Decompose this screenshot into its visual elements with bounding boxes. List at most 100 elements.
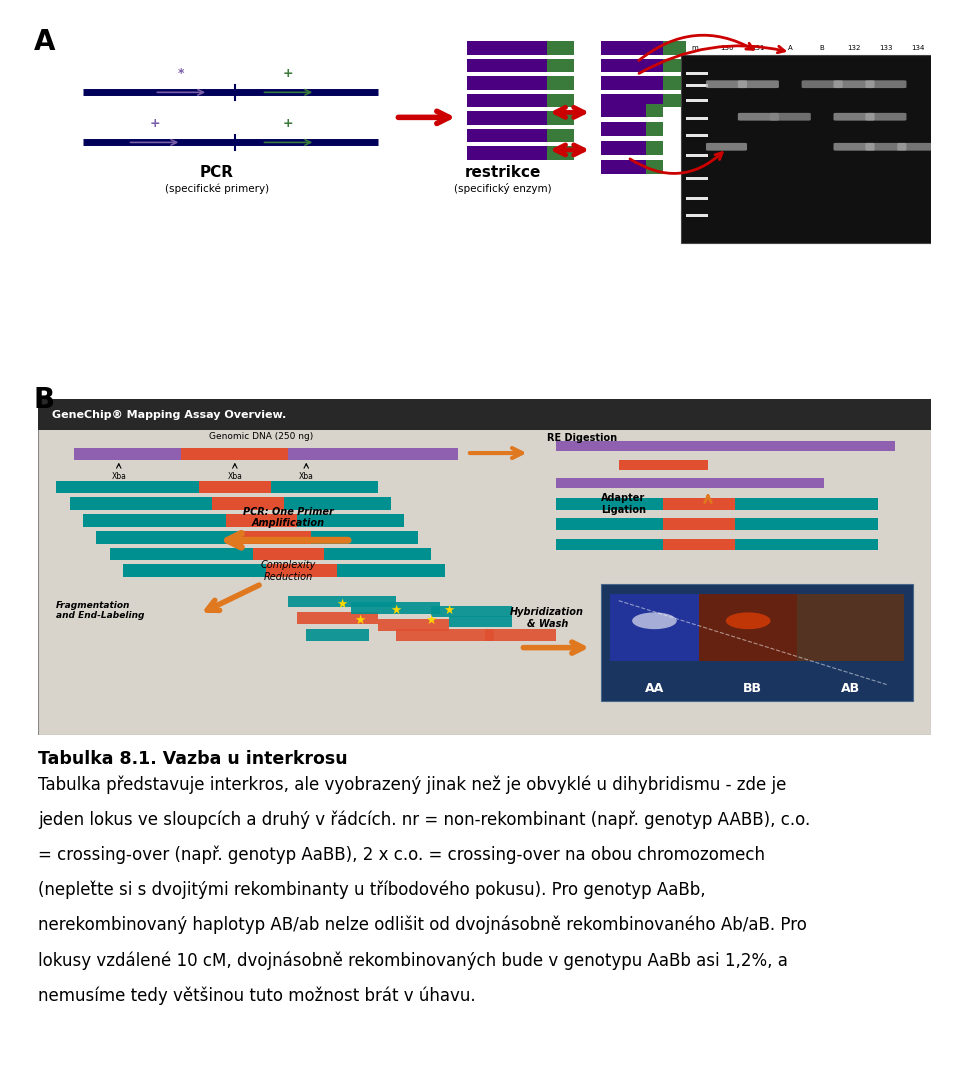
- Text: Xba: Xba: [299, 472, 314, 480]
- Bar: [645, 160, 663, 174]
- Text: B: B: [34, 386, 55, 413]
- Bar: [798, 594, 904, 661]
- Bar: [556, 441, 896, 452]
- FancyBboxPatch shape: [770, 113, 811, 120]
- Text: Genomic DNA (250 ng): Genomic DNA (250 ng): [209, 432, 314, 441]
- FancyBboxPatch shape: [833, 113, 875, 120]
- Text: Xba: Xba: [111, 472, 126, 480]
- Bar: [338, 564, 444, 577]
- Bar: [547, 146, 574, 160]
- Bar: [547, 94, 574, 108]
- Bar: [601, 584, 913, 702]
- Bar: [685, 177, 708, 180]
- Text: lokusy vzdálené 10 cM, dvojnásobně rekombinovaných bude v genotypu AaBb asi 1,2%: lokusy vzdálené 10 cM, dvojnásobně rekom…: [38, 951, 788, 969]
- Bar: [467, 59, 547, 72]
- Bar: [467, 111, 547, 125]
- FancyBboxPatch shape: [865, 80, 906, 88]
- Bar: [685, 197, 708, 200]
- Bar: [601, 103, 645, 117]
- Bar: [109, 547, 252, 560]
- Bar: [685, 117, 708, 120]
- Bar: [96, 530, 239, 543]
- Bar: [83, 514, 226, 527]
- Text: BB: BB: [743, 682, 762, 694]
- Bar: [284, 497, 391, 510]
- Text: ★: ★: [336, 597, 348, 610]
- Bar: [226, 514, 298, 527]
- Bar: [601, 42, 663, 54]
- Bar: [685, 71, 708, 75]
- Bar: [449, 616, 512, 627]
- Bar: [663, 539, 734, 551]
- Text: ★: ★: [390, 604, 401, 618]
- Bar: [601, 122, 645, 136]
- Circle shape: [632, 612, 677, 629]
- Bar: [663, 498, 734, 510]
- Bar: [467, 146, 547, 160]
- Text: 133: 133: [879, 45, 893, 51]
- Text: PCR: PCR: [200, 165, 234, 180]
- Bar: [467, 42, 547, 54]
- Bar: [556, 519, 663, 530]
- FancyBboxPatch shape: [865, 113, 906, 120]
- Bar: [663, 59, 685, 72]
- Bar: [252, 547, 324, 560]
- Text: ★: ★: [444, 604, 455, 618]
- Text: 134: 134: [911, 45, 924, 51]
- Bar: [271, 480, 377, 493]
- Bar: [734, 539, 877, 551]
- FancyBboxPatch shape: [898, 143, 938, 150]
- Text: Fragmentation
and End-Labeling: Fragmentation and End-Labeling: [57, 601, 145, 620]
- Text: Tabulka představuje interkros, ale vyobrazený jinak než je obvyklé u dihybridism: Tabulka představuje interkros, ale vyobr…: [38, 775, 787, 793]
- Text: Adapter
Ligation: Adapter Ligation: [601, 493, 646, 514]
- Bar: [685, 99, 708, 102]
- Text: Hybridization
& Wash: Hybridization & Wash: [511, 607, 585, 629]
- Text: AB: AB: [841, 682, 860, 694]
- Bar: [396, 629, 493, 641]
- Text: PCR: One Primer
Amplification: PCR: One Primer Amplification: [243, 507, 334, 528]
- Text: jeden lokus ve sloupcích a druhý v řádcích. nr = non-rekombinant (např. genotyp : jeden lokus ve sloupcích a druhý v řádcí…: [38, 810, 810, 829]
- FancyBboxPatch shape: [833, 80, 875, 88]
- Text: A: A: [788, 45, 793, 51]
- Text: 131: 131: [752, 45, 765, 51]
- Bar: [663, 94, 685, 108]
- Text: 130: 130: [720, 45, 733, 51]
- Text: nemusíme tedy většinou tuto možnost brát v úhavu.: nemusíme tedy většinou tuto možnost brát…: [38, 986, 476, 1004]
- Bar: [685, 154, 708, 158]
- Bar: [663, 42, 685, 54]
- FancyBboxPatch shape: [865, 143, 906, 150]
- Text: AA: AA: [645, 682, 664, 694]
- Bar: [547, 129, 574, 143]
- Bar: [734, 519, 877, 530]
- Bar: [123, 564, 266, 577]
- Bar: [467, 129, 547, 143]
- Bar: [699, 594, 797, 661]
- Text: = crossing-over (např. genotyp AaBB), 2 x c.o. = crossing-over na obou chromozom: = crossing-over (např. genotyp AaBB), 2 …: [38, 846, 765, 864]
- FancyBboxPatch shape: [802, 80, 843, 88]
- Bar: [601, 59, 663, 72]
- Text: B: B: [820, 45, 825, 51]
- Text: nerekombinovaný haplotyp AB/ab nelze odlišit od dvojnásobně rekombinovaného Ab/a: nerekombinovaný haplotyp AB/ab nelze odl…: [38, 916, 807, 934]
- Text: *: *: [178, 67, 184, 80]
- Bar: [199, 480, 271, 493]
- Bar: [74, 448, 458, 460]
- Bar: [547, 111, 574, 125]
- Bar: [181, 448, 288, 460]
- Text: ★: ★: [425, 615, 437, 627]
- Circle shape: [726, 612, 771, 629]
- Bar: [298, 612, 377, 624]
- Bar: [298, 514, 404, 527]
- Bar: [377, 619, 449, 630]
- Bar: [547, 42, 574, 54]
- Bar: [682, 54, 931, 243]
- Bar: [351, 603, 440, 615]
- FancyBboxPatch shape: [738, 113, 779, 120]
- Bar: [601, 160, 645, 174]
- Bar: [556, 478, 824, 488]
- Bar: [266, 564, 338, 577]
- Text: +: +: [149, 117, 159, 130]
- Text: +: +: [283, 67, 294, 80]
- Bar: [619, 460, 708, 470]
- Bar: [645, 142, 663, 154]
- Bar: [57, 480, 199, 493]
